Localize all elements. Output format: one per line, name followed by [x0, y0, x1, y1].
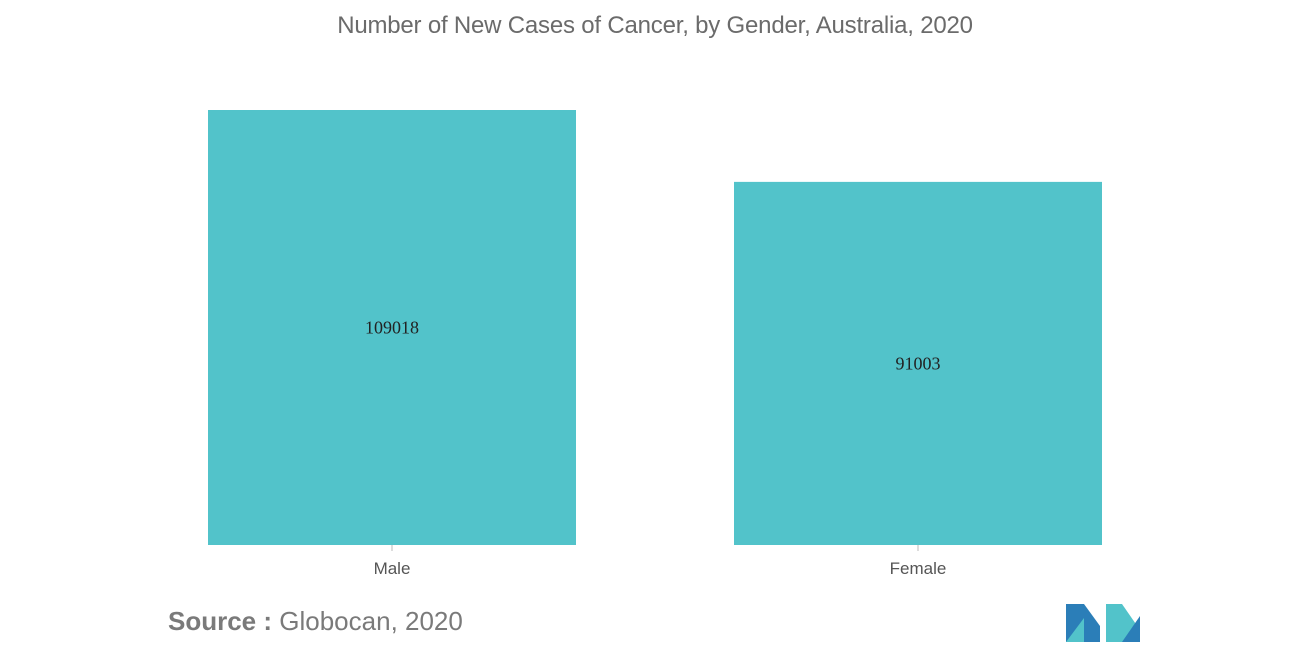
x-tick-label-male: Male: [374, 559, 411, 578]
data-label-female: 91003: [896, 353, 941, 373]
source-note: Source : Globocan, 2020: [168, 606, 463, 637]
mordor-intelligence-logo-icon: [1066, 604, 1140, 642]
source-label: Source :: [168, 606, 273, 636]
chart-title: Number of New Cases of Cancer, by Gender…: [337, 12, 973, 39]
bar-female: [734, 181, 1102, 545]
bar-male: [208, 110, 576, 545]
bar-chart: 109018 Male 91003 Female: [208, 110, 1102, 578]
data-label-male: 109018: [365, 318, 419, 338]
x-tick-label-female: Female: [890, 559, 947, 578]
source-text: Globocan, 2020: [279, 606, 463, 636]
